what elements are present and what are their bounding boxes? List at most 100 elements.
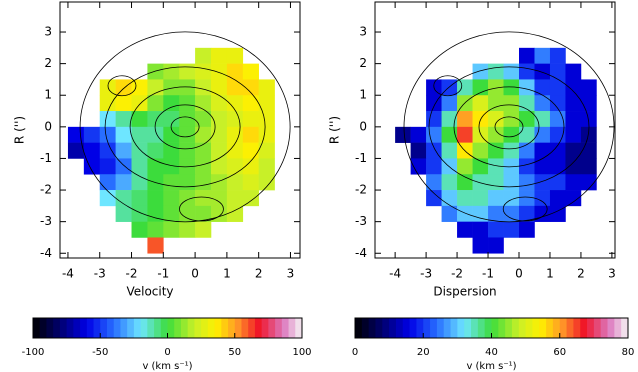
- map-pixel: [163, 142, 180, 159]
- map-pixel: [472, 237, 489, 254]
- colorbar-tick-label: -50: [92, 347, 108, 358]
- map-pixel: [67, 126, 85, 143]
- map-pixel: [195, 63, 212, 80]
- map-pixel: [565, 79, 582, 96]
- colorbar-swatch: [430, 318, 438, 338]
- colorbar-swatch: [180, 318, 189, 338]
- colorbar-swatch: [614, 318, 622, 338]
- map-pixel: [534, 47, 551, 64]
- map-pixel: [441, 190, 458, 207]
- map-pixel: [426, 95, 442, 112]
- colorbar-swatch: [66, 318, 74, 338]
- colorbar-swatch: [228, 318, 236, 338]
- map-pixel: [565, 158, 582, 175]
- map-pixel: [226, 47, 244, 64]
- map-pixel: [534, 190, 551, 207]
- colorbar-swatch: [268, 318, 276, 338]
- colorbar-swatch: [600, 318, 609, 338]
- map-pixel: [410, 142, 427, 159]
- map-pixel: [226, 79, 244, 96]
- map-pixel: [441, 174, 458, 191]
- map-pixel: [195, 111, 212, 128]
- x-tick-label: 3: [608, 267, 616, 281]
- map-pixel: [99, 190, 116, 207]
- map-pixel: [210, 190, 228, 207]
- x-tick-label: -3: [420, 267, 432, 281]
- map-pixel: [195, 47, 212, 64]
- map-pixel: [549, 205, 566, 222]
- colorbar-swatch: [33, 318, 41, 338]
- map-pixel: [83, 158, 101, 175]
- colorbar-swatch: [368, 318, 376, 338]
- map-pixel: [131, 142, 148, 159]
- colorbar-swatch: [160, 318, 168, 338]
- map-pixel: [549, 142, 566, 159]
- map-pixel: [242, 174, 259, 191]
- colorbar-swatch: [423, 318, 431, 338]
- map-pixel: [179, 63, 196, 80]
- map-pixel: [179, 142, 196, 159]
- contour: [179, 196, 224, 222]
- colorbar-swatch: [106, 318, 115, 338]
- map-pixel: [258, 174, 275, 191]
- map-pixel: [131, 205, 148, 222]
- y-tick-label: 3: [44, 25, 52, 39]
- map-pixel: [131, 126, 148, 143]
- colorbar-swatch: [241, 318, 249, 338]
- map-pixel: [163, 95, 180, 112]
- colorbar-swatch: [234, 318, 242, 338]
- colorbar-swatch: [194, 318, 202, 338]
- map-pixel: [163, 63, 180, 80]
- map-pixel: [441, 95, 458, 112]
- colorbar-swatch: [477, 318, 486, 338]
- map-pixel: [147, 237, 164, 254]
- colorbar-swatch: [471, 318, 479, 338]
- colorbar-swatch: [450, 318, 458, 338]
- map-pixel: [195, 142, 212, 159]
- colorbar-tick-label: 60: [553, 347, 566, 358]
- map-pixel: [488, 142, 504, 159]
- map-pixel: [210, 158, 228, 175]
- colorbar-swatch: [167, 318, 175, 338]
- map-pixel: [210, 47, 228, 64]
- map-pixel: [503, 111, 520, 128]
- map-pixel: [565, 190, 582, 207]
- colorbar-tick-label: 0: [352, 347, 358, 358]
- map-pixel: [565, 63, 582, 80]
- map-pixel: [179, 174, 196, 191]
- map-pixel: [131, 158, 148, 175]
- map-pixel: [195, 174, 212, 191]
- colorbar-swatch: [621, 318, 629, 338]
- map-pixel: [519, 126, 535, 143]
- colorbar-swatch: [120, 318, 128, 338]
- map-pixel: [195, 126, 212, 143]
- colorbar-swatch: [505, 318, 513, 338]
- map-pixel: [99, 95, 116, 112]
- colorbar-swatch: [498, 318, 506, 338]
- x-tick-label: -4: [389, 267, 401, 281]
- map-pixel: [147, 63, 164, 80]
- y-axis-label: R (''): [13, 116, 27, 144]
- map-pixel: [580, 174, 597, 191]
- map-pixel: [210, 95, 228, 112]
- y-tick-label: -1: [40, 151, 52, 165]
- plot-frame: [59, 1, 301, 259]
- colorbar-swatch: [133, 318, 142, 338]
- map-pixel: [441, 142, 458, 159]
- map-pixel: [131, 190, 148, 207]
- map-pixel: [488, 190, 504, 207]
- map-pixel: [131, 79, 148, 96]
- map-pixel: [426, 111, 442, 128]
- y-tick-label: -2: [40, 183, 52, 197]
- map-pixel: [549, 47, 566, 64]
- colorbar-swatch: [402, 318, 411, 338]
- map-pixel: [226, 174, 244, 191]
- map-pixel: [163, 158, 180, 175]
- x-tick-label: 0: [191, 267, 199, 281]
- x-tick-label: -2: [451, 267, 463, 281]
- colorbar-swatch: [261, 318, 269, 338]
- map-pixel: [163, 190, 180, 207]
- colorbar-swatch: [288, 318, 296, 338]
- x-tick-label: 1: [546, 267, 554, 281]
- y-tick-label: -4: [40, 246, 52, 260]
